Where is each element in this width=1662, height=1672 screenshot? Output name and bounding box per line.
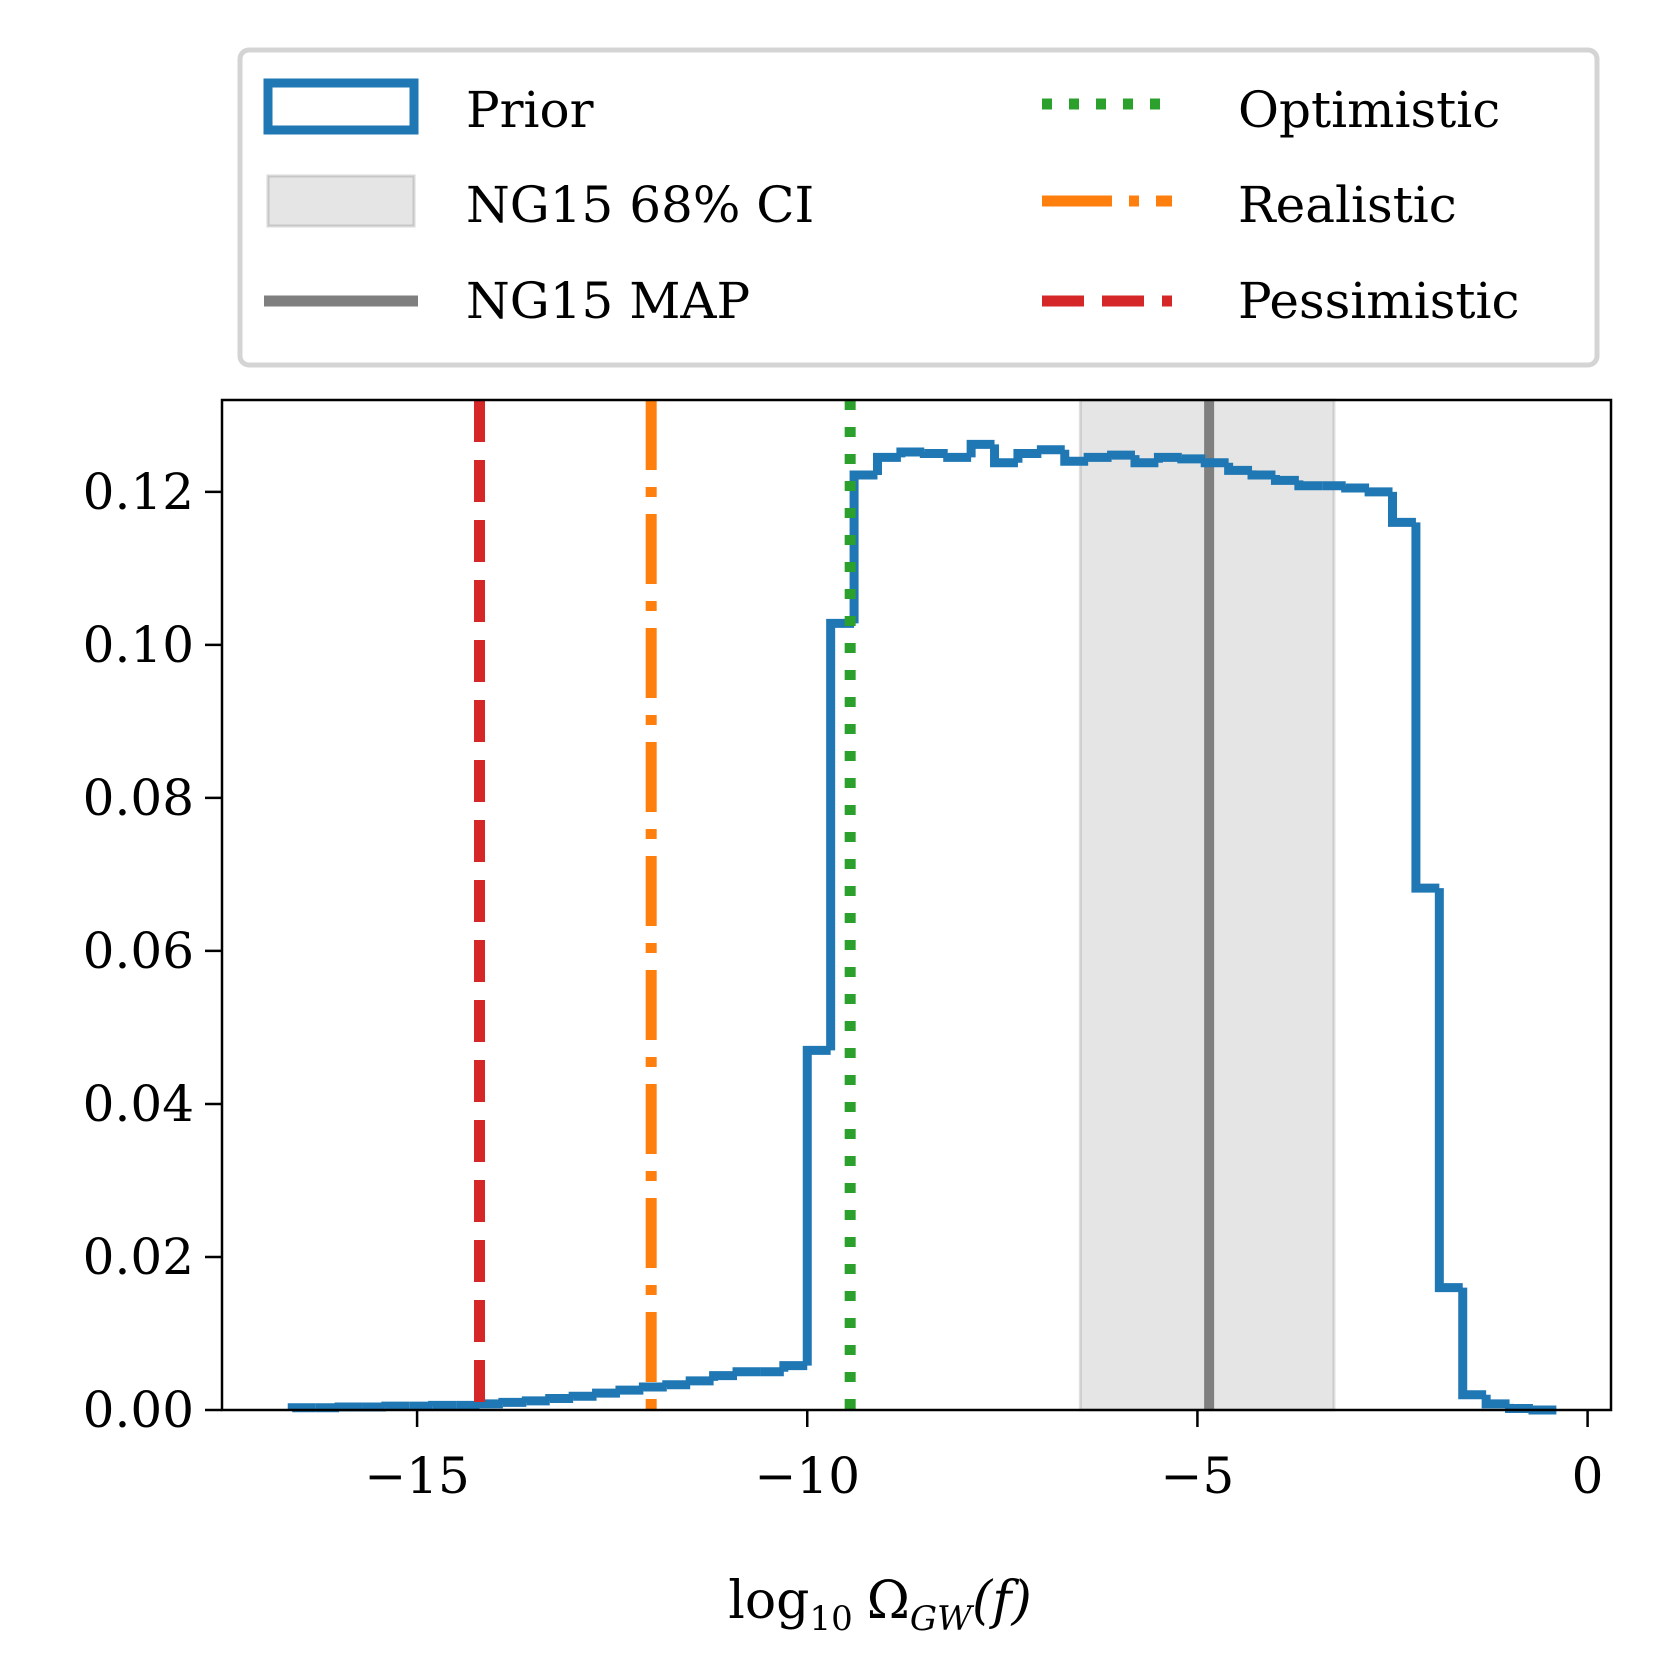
y-tick-label: 0.08: [83, 769, 194, 827]
x-axis-label-log: log: [728, 1571, 809, 1631]
x-tick-label: −15: [364, 1447, 470, 1505]
y-tick-label: 0.00: [83, 1381, 194, 1439]
histogram-bar: [896, 447, 925, 458]
histogram-bar: [779, 1361, 808, 1372]
histogram-bar: [849, 470, 878, 624]
legend-swatch-ci: [266, 174, 416, 228]
x-axis-label-subgw: GW: [910, 1599, 975, 1639]
histogram-bar: [1505, 1403, 1533, 1413]
histogram-bar: [545, 1394, 574, 1404]
histogram-bar: [872, 452, 901, 475]
histogram-bar: [428, 1400, 457, 1410]
x-axis-label-omega: Ω: [867, 1571, 910, 1631]
histogram-bar: [709, 1371, 738, 1381]
legend-swatch-prior: [263, 78, 419, 135]
histogram-bar: [685, 1376, 714, 1386]
legend-label-optimistic: Optimistic: [1238, 81, 1500, 139]
histogram-bar: [498, 1397, 527, 1407]
histogram-bar: [1458, 1287, 1487, 1400]
histogram-bar: [1270, 474, 1299, 485]
histogram-bar: [966, 439, 995, 458]
x-tick-label: −5: [1161, 1447, 1235, 1505]
x-axis-label-sub10: 10: [809, 1599, 852, 1639]
x-tick-label: 0: [1572, 1447, 1604, 1505]
histogram-bar: [638, 1382, 667, 1392]
histogram-bar: [919, 449, 948, 459]
legend: Prior NG15 68% CI NG15 MAP Optimistic Re…: [237, 47, 1600, 368]
histogram-bar: [732, 1367, 761, 1377]
y-tick-label: 0.12: [83, 463, 194, 521]
legend-label-ci: NG15 68% CI: [466, 176, 814, 234]
histogram-bar: [1364, 487, 1393, 497]
histogram-bar: [475, 1399, 503, 1409]
y-tick-label: 0.04: [83, 1075, 194, 1133]
histogram-bar: [1200, 458, 1229, 468]
histogram-bar: [662, 1380, 691, 1390]
histogram-bar: [1294, 480, 1323, 491]
histogram-bar: [1177, 454, 1206, 464]
histogram-bar: [1153, 452, 1182, 463]
plot-area: −15 −10 −5 0 0.00 0.02 0.04 0.06 0.08 0.10 0.12: [83, 398, 1613, 1505]
legend-label-prior: Prior: [466, 81, 594, 139]
histogram-bar: [802, 1045, 831, 1366]
x-axis-label-arg: (f): [972, 1571, 1032, 1631]
axes-frame: [220, 398, 1613, 1412]
histogram-bar: [943, 452, 972, 462]
histogram-bar: [521, 1396, 550, 1406]
histogram-bar: [990, 444, 1018, 468]
histogram-bar: [1341, 483, 1370, 493]
x-axis-label: log10 ΩGW(f): [728, 1571, 1032, 1639]
histogram-bar: [1224, 462, 1253, 475]
histogram-bar: [1481, 1394, 1510, 1409]
histogram-bar: [1130, 455, 1159, 468]
histogram-bar: [615, 1385, 644, 1395]
histogram-bar: [334, 1402, 363, 1412]
y-tick-label: 0.02: [83, 1228, 194, 1286]
histogram-bar: [1060, 449, 1089, 466]
x-tick-label: −10: [754, 1447, 860, 1505]
legend-label-realistic: Realistic: [1238, 176, 1457, 234]
legend-label-map: NG15 MAP: [466, 272, 750, 330]
histogram-bar: [1036, 445, 1065, 455]
histogram-bar: [1411, 522, 1440, 893]
histogram-bar: [592, 1388, 620, 1398]
histogram-bar: [1388, 491, 1416, 527]
histogram-bar: [1013, 449, 1042, 463]
histogram-bar: [1107, 450, 1135, 460]
histogram-bar: [1247, 470, 1276, 480]
histogram-bar: [1434, 888, 1463, 1293]
histogram-bar: [1083, 452, 1112, 462]
legend-label-pessimistic: Pessimistic: [1238, 272, 1519, 330]
legend-frame: [237, 47, 1600, 368]
histogram-bar: [381, 1401, 410, 1411]
y-tick-label: 0.10: [83, 616, 194, 674]
histogram-bar: [568, 1391, 597, 1401]
y-tick-label: 0.06: [83, 922, 194, 980]
